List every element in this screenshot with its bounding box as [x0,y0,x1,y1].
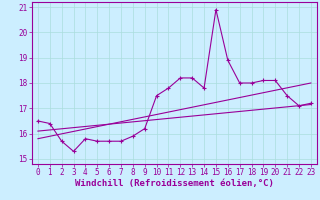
X-axis label: Windchill (Refroidissement éolien,°C): Windchill (Refroidissement éolien,°C) [75,179,274,188]
